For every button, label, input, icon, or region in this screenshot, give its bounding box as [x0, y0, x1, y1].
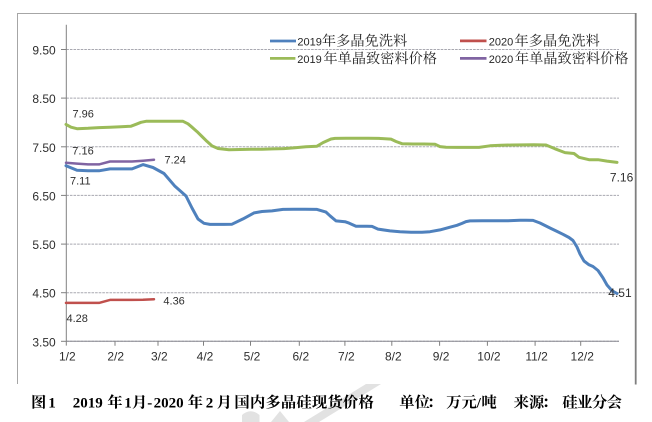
svg-text:12/2: 12/2: [571, 349, 595, 363]
svg-text:4.50: 4.50: [32, 287, 56, 301]
svg-text:1: 1: [48, 396, 56, 412]
svg-text:5/2: 5/2: [244, 349, 261, 363]
svg-text:5.50: 5.50: [32, 238, 56, 252]
svg-text:7.24: 7.24: [165, 155, 186, 167]
svg-text:11/2: 11/2: [525, 349, 548, 363]
svg-text:7.16: 7.16: [610, 170, 634, 184]
svg-text:8.50: 8.50: [32, 92, 56, 106]
svg-text:9.50: 9.50: [32, 44, 56, 58]
svg-text:2019: 2019: [297, 54, 321, 66]
svg-text:1: 1: [124, 396, 132, 412]
svg-text:9/2: 9/2: [433, 349, 450, 363]
svg-text:4.51: 4.51: [608, 286, 632, 300]
svg-text:1/2: 1/2: [59, 349, 76, 363]
svg-text:4.28: 4.28: [67, 313, 88, 325]
svg-text:3.50: 3.50: [32, 335, 56, 349]
svg-text:8/2: 8/2: [385, 349, 402, 363]
svg-text:4/2: 4/2: [197, 349, 214, 363]
svg-text:7.96: 7.96: [73, 108, 94, 120]
svg-text:3/2: 3/2: [151, 349, 168, 363]
svg-text:2020: 2020: [489, 37, 513, 49]
svg-text:2: 2: [206, 396, 214, 412]
svg-text:-: -: [147, 396, 152, 412]
svg-text:7.11: 7.11: [70, 176, 91, 188]
svg-text:10/2: 10/2: [477, 349, 501, 363]
svg-text:2020: 2020: [154, 396, 184, 412]
svg-text:4.36: 4.36: [163, 295, 184, 307]
svg-text:7.50: 7.50: [32, 141, 56, 155]
svg-text:7/2: 7/2: [338, 349, 355, 363]
svg-text:7.16: 7.16: [72, 145, 93, 157]
svg-text:/: /: [476, 396, 482, 412]
svg-text:2020: 2020: [489, 54, 513, 66]
svg-text:6.50: 6.50: [32, 189, 56, 203]
svg-text:2019: 2019: [73, 396, 103, 412]
svg-text:2019: 2019: [297, 37, 321, 49]
svg-text:6/2: 6/2: [292, 349, 309, 363]
svg-text:2/2: 2/2: [107, 349, 124, 363]
